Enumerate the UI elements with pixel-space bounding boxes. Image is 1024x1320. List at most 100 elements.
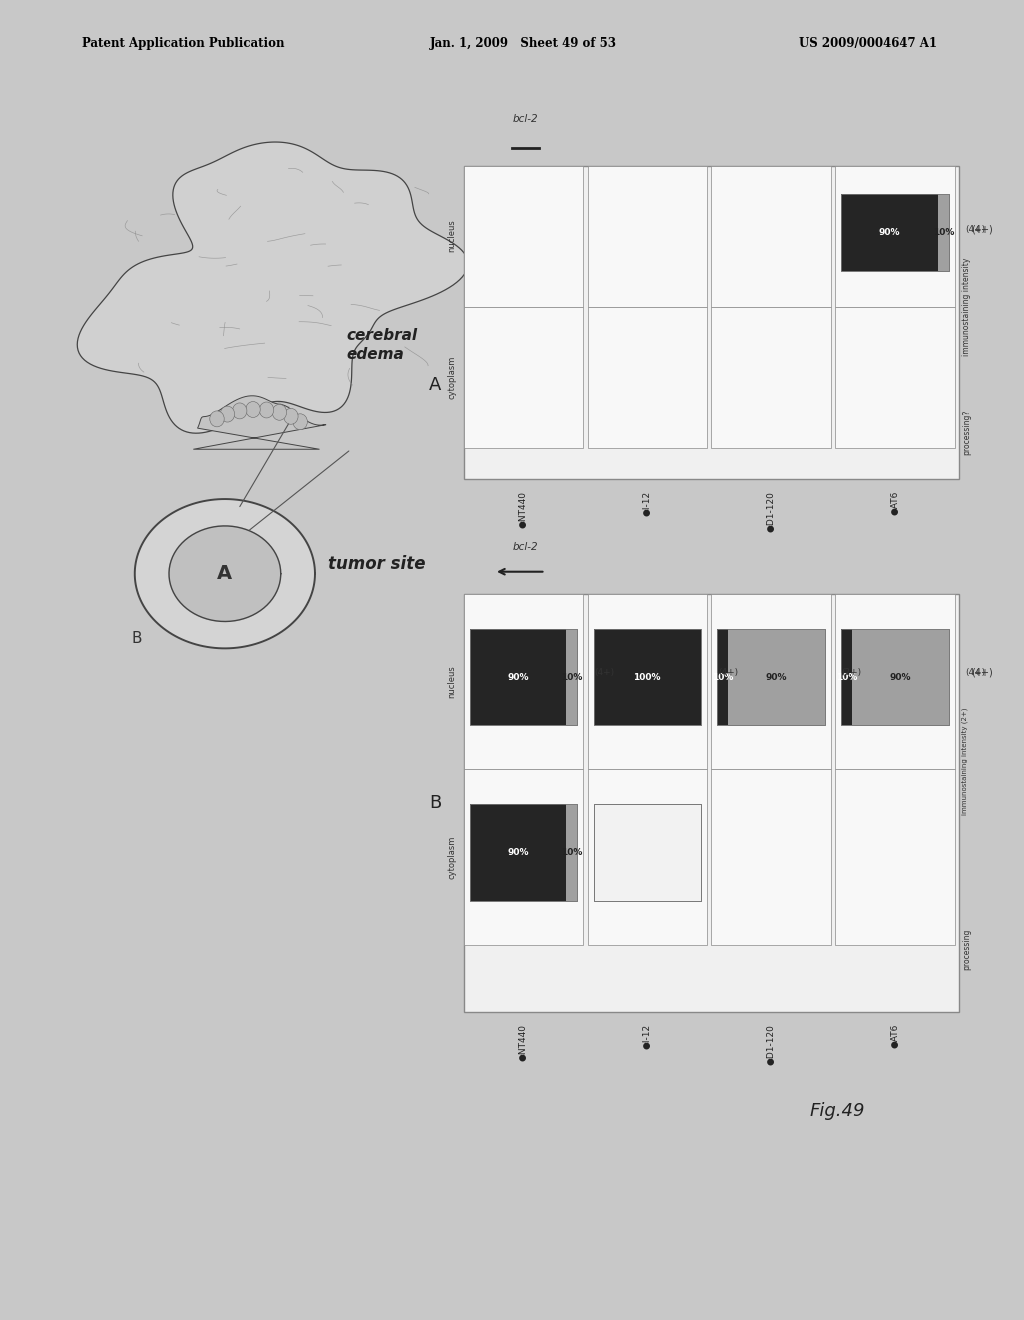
Text: A: A bbox=[217, 564, 232, 583]
Text: cytoplasm: cytoplasm bbox=[447, 355, 457, 399]
Text: 10%: 10% bbox=[561, 672, 583, 681]
Bar bbox=[464, 306, 583, 447]
Text: Jan. 1, 2009   Sheet 49 of 53: Jan. 1, 2009 Sheet 49 of 53 bbox=[430, 37, 617, 50]
Text: immunostaining intensity (2+): immunostaining intensity (2+) bbox=[962, 708, 969, 814]
Bar bbox=[938, 194, 949, 272]
Bar bbox=[594, 804, 701, 902]
Bar bbox=[842, 628, 949, 725]
Bar bbox=[464, 594, 583, 770]
Text: processing: processing bbox=[962, 928, 971, 970]
Text: cerebral
edema: cerebral edema bbox=[346, 327, 418, 362]
Polygon shape bbox=[194, 396, 326, 449]
Bar bbox=[464, 165, 959, 479]
Bar bbox=[842, 194, 938, 272]
Bar bbox=[836, 165, 954, 306]
Bar bbox=[842, 628, 949, 725]
Text: 90%: 90% bbox=[879, 228, 900, 238]
Bar bbox=[842, 628, 852, 725]
Circle shape bbox=[246, 401, 260, 417]
Bar bbox=[852, 628, 949, 725]
Bar bbox=[712, 594, 830, 770]
Text: (2+): (2+) bbox=[842, 668, 862, 677]
Text: 10%: 10% bbox=[712, 672, 733, 681]
Bar bbox=[712, 770, 830, 945]
Bar bbox=[718, 628, 825, 725]
Circle shape bbox=[232, 403, 247, 418]
Bar bbox=[566, 628, 578, 725]
Bar bbox=[836, 306, 954, 447]
Circle shape bbox=[284, 408, 298, 424]
Text: 10%: 10% bbox=[933, 228, 954, 238]
Text: (4+): (4+) bbox=[966, 224, 986, 234]
Text: B: B bbox=[429, 793, 441, 812]
Bar bbox=[712, 165, 830, 306]
Bar bbox=[566, 804, 578, 902]
Bar bbox=[464, 594, 959, 1011]
Bar bbox=[836, 594, 954, 770]
Text: ●D1-120: ●D1-120 bbox=[767, 491, 775, 532]
Bar bbox=[588, 165, 707, 306]
Text: (4+): (4+) bbox=[971, 668, 992, 677]
Bar bbox=[588, 594, 707, 770]
Text: (4+): (4+) bbox=[966, 668, 986, 677]
Bar bbox=[594, 628, 701, 725]
Text: (4+): (4+) bbox=[594, 668, 614, 677]
Circle shape bbox=[293, 413, 307, 430]
Text: bcl-2: bcl-2 bbox=[513, 541, 539, 552]
Text: cytoplasm: cytoplasm bbox=[447, 836, 457, 879]
Text: nucleus: nucleus bbox=[447, 219, 457, 252]
Polygon shape bbox=[169, 525, 281, 622]
Bar bbox=[728, 628, 825, 725]
Bar bbox=[594, 628, 701, 725]
Bar bbox=[594, 628, 701, 725]
Text: nucleus: nucleus bbox=[447, 665, 457, 698]
Text: 10%: 10% bbox=[561, 849, 583, 857]
Circle shape bbox=[259, 403, 273, 418]
Text: 90%: 90% bbox=[507, 672, 528, 681]
Text: ●NT440: ●NT440 bbox=[519, 491, 527, 528]
Text: bcl-2: bcl-2 bbox=[513, 114, 539, 124]
Text: ●AT6: ●AT6 bbox=[891, 491, 899, 515]
Text: 90%: 90% bbox=[507, 849, 528, 857]
Text: A: A bbox=[429, 376, 441, 395]
Bar bbox=[842, 194, 949, 272]
Text: (4+): (4+) bbox=[718, 668, 738, 677]
Text: 100%: 100% bbox=[634, 672, 662, 681]
Circle shape bbox=[210, 411, 224, 426]
Bar bbox=[470, 804, 578, 902]
Bar bbox=[470, 804, 578, 902]
Bar bbox=[718, 628, 825, 725]
Text: B: B bbox=[131, 631, 141, 645]
Bar bbox=[718, 628, 728, 725]
Text: processing?: processing? bbox=[962, 409, 971, 455]
Text: 10%: 10% bbox=[836, 672, 857, 681]
Text: 90%: 90% bbox=[766, 672, 787, 681]
Bar bbox=[594, 804, 701, 902]
Text: immunostaining intensity: immunostaining intensity bbox=[962, 257, 971, 356]
Circle shape bbox=[220, 407, 234, 422]
Text: ●D1-120: ●D1-120 bbox=[767, 1024, 775, 1064]
Bar bbox=[842, 194, 949, 272]
Polygon shape bbox=[135, 499, 315, 648]
Text: Fig.49: Fig.49 bbox=[810, 1102, 865, 1121]
Text: ●I-12: ●I-12 bbox=[643, 1024, 651, 1049]
Bar bbox=[464, 770, 583, 945]
Circle shape bbox=[272, 404, 287, 420]
Bar bbox=[470, 628, 578, 725]
Bar bbox=[470, 628, 566, 725]
Bar bbox=[712, 306, 830, 447]
Text: ●I-12: ●I-12 bbox=[643, 491, 651, 516]
Bar bbox=[470, 628, 578, 725]
Bar bbox=[464, 165, 583, 306]
Polygon shape bbox=[77, 143, 468, 433]
Bar bbox=[470, 804, 566, 902]
Bar bbox=[836, 770, 954, 945]
Bar bbox=[588, 770, 707, 945]
Bar bbox=[588, 306, 707, 447]
Text: US 2009/0004647 A1: US 2009/0004647 A1 bbox=[799, 37, 937, 50]
Text: (4+): (4+) bbox=[971, 224, 992, 234]
Text: Patent Application Publication: Patent Application Publication bbox=[82, 37, 285, 50]
Text: 90%: 90% bbox=[890, 672, 911, 681]
Text: ●NT440: ●NT440 bbox=[519, 1024, 527, 1061]
Text: tumor site: tumor site bbox=[329, 554, 426, 573]
